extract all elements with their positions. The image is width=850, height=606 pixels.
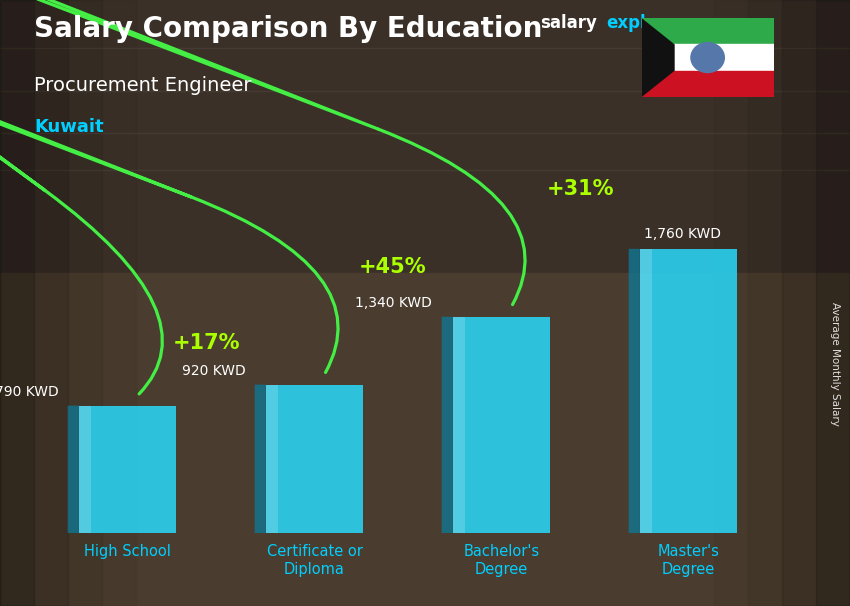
Bar — [0, 0, 102, 606]
Bar — [266, 385, 363, 533]
Bar — [782, 0, 850, 606]
Bar — [642, 71, 774, 97]
Bar — [266, 385, 278, 533]
Text: salary: salary — [540, 14, 597, 32]
Text: Kuwait: Kuwait — [34, 118, 104, 136]
Text: 920 KWD: 920 KWD — [182, 364, 246, 378]
Text: +31%: +31% — [547, 179, 614, 199]
Bar — [816, 0, 850, 606]
Bar — [642, 18, 774, 44]
Text: Salary Comparison By Education: Salary Comparison By Education — [34, 15, 542, 43]
Bar — [640, 249, 737, 533]
Text: 790 KWD: 790 KWD — [0, 385, 59, 399]
Bar — [453, 317, 550, 533]
Text: 1,340 KWD: 1,340 KWD — [355, 296, 433, 310]
Bar — [79, 405, 176, 533]
Bar — [714, 0, 850, 606]
Polygon shape — [68, 405, 79, 533]
Bar — [79, 405, 91, 533]
Text: 1,760 KWD: 1,760 KWD — [643, 227, 721, 241]
Bar — [0, 0, 850, 273]
Bar — [0, 0, 136, 606]
Text: Procurement Engineer: Procurement Engineer — [34, 76, 252, 95]
Text: +45%: +45% — [360, 256, 427, 277]
Polygon shape — [255, 385, 266, 533]
Polygon shape — [442, 317, 453, 533]
Bar — [748, 0, 850, 606]
Bar — [0, 0, 68, 606]
Bar — [640, 249, 652, 533]
Polygon shape — [642, 18, 675, 97]
Polygon shape — [629, 249, 640, 533]
Bar — [0, 0, 34, 606]
Text: +17%: +17% — [173, 333, 240, 353]
Bar — [453, 317, 465, 533]
Bar — [0, 273, 850, 606]
Text: explorer.com: explorer.com — [606, 14, 728, 32]
Text: Average Monthly Salary: Average Monthly Salary — [830, 302, 840, 425]
Bar — [642, 44, 774, 71]
Circle shape — [691, 42, 724, 73]
